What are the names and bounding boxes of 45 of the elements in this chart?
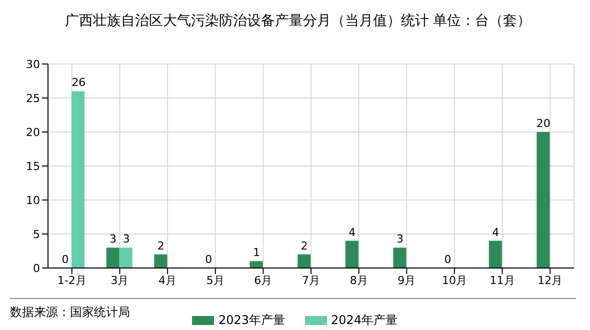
bar [119,248,132,268]
x-tick-label: 1-2月 [57,274,86,287]
legend-label: 2024年产量 [331,312,398,329]
data-label: 3 [122,232,130,246]
data-label: 20 [536,117,550,130]
legend-label: 2023年产量 [218,312,285,329]
bar [488,240,502,268]
y-tick-label: 20 [26,126,40,139]
bar [72,91,85,268]
x-tick-label: 7月 [302,274,320,287]
x-tick-label: 5月 [206,274,224,287]
bar [345,240,358,268]
bar [154,254,168,268]
data-label: 2 [300,239,308,252]
bar [536,132,550,268]
x-tick-label: 9月 [398,274,416,287]
x-tick-label: 6月 [254,274,272,287]
bar [250,261,263,268]
chart-title: 广西壮族自治区大气污染防治设备产量分月（当月值）统计 单位：台（套） [64,12,532,31]
x-tick-label: 10月 [442,274,467,287]
y-tick-label: 0 [33,262,40,275]
data-label: 4 [348,226,356,239]
x-tick-label: 11月 [490,274,515,287]
bar [298,254,311,268]
y-tick-label: 25 [26,92,40,105]
data-label: 26 [72,76,86,90]
x-tick-label: 12月 [538,274,563,287]
y-tick-label: 10 [26,194,40,207]
bar [393,248,406,268]
data-label: 0 [444,253,452,266]
data-label: 0 [205,253,212,266]
source-note: 数据来源：国家统计局 [10,305,130,319]
y-tick-label: 30 [26,58,40,71]
x-tick-label: 8月 [350,274,368,287]
bar [106,248,120,268]
x-tick-label: 3月 [110,274,129,287]
data-label: 0 [62,253,69,266]
data-label: 3 [396,232,404,246]
data-label: 1 [252,246,260,260]
data-label: 4 [492,226,500,239]
y-tick-label: 15 [26,160,40,173]
data-label: 2 [157,239,164,252]
y-tick-label: 5 [33,228,40,241]
x-tick-label: 4月 [158,274,177,287]
data-label: 3 [110,232,117,246]
